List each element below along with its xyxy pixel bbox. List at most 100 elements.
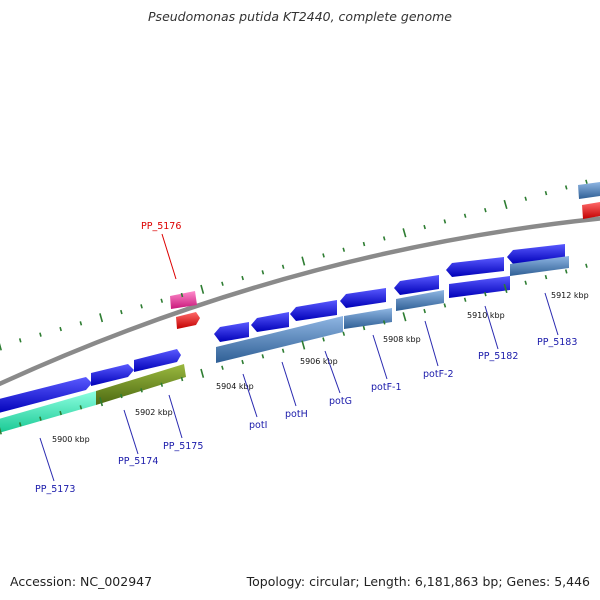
inner-scale-tick (18, 422, 22, 427)
inner-scale-tick (221, 365, 224, 370)
gene-label-potH: potH (285, 409, 308, 420)
outer-scale-tick (484, 207, 487, 213)
scale-label-5904: 5904 kbp (216, 382, 254, 391)
outer-scale-tick (524, 196, 528, 201)
accession-text: Accession: NC_002947 (10, 574, 153, 589)
outer-scale-tick (200, 284, 205, 294)
inner-scale-tick (484, 291, 487, 297)
inner-scale-tick (261, 354, 265, 359)
gene-label-potG: potG (329, 396, 352, 407)
gene-offscreen-top-right (578, 182, 600, 219)
gene-PP_5173-upper (0, 377, 92, 413)
genome-summary-text: Topology: circular; Length: 6,181,863 bp… (246, 574, 590, 589)
gene-PP_5176-leader (161, 233, 177, 280)
scale-label-5906: 5906 kbp (300, 357, 338, 366)
scale-label-5900: 5900 kbp (52, 435, 90, 444)
outer-scale-tick (463, 213, 467, 218)
map-title: Pseudomonas putida KT2440, complete geno… (148, 9, 452, 24)
scale-label-5910: 5910 kbp (467, 311, 505, 320)
outer-scale-tick (362, 241, 366, 247)
genome-backbone (0, 216, 600, 387)
inner-scale-tick (79, 405, 83, 410)
outer-scale-tick (0, 343, 2, 351)
outer-scale-tick (382, 236, 386, 241)
outer-scale-tick (221, 281, 224, 286)
outer-scale-tick (261, 270, 265, 275)
inner-scale-tick (402, 312, 407, 322)
inner-scale-tick (99, 397, 104, 407)
inner-scale-tick (59, 410, 62, 416)
inner-scale-tick (524, 280, 528, 285)
inner-scale-tick (200, 368, 205, 378)
gene-PP_5175-upper (134, 349, 181, 372)
gene-PP_5174-upper (91, 364, 134, 386)
gene-potF-1 (340, 288, 386, 308)
inner-scale-tick (281, 348, 285, 353)
inner-scale-tick (585, 263, 588, 268)
outer-scale-tick (79, 321, 83, 326)
outer-scale-tick (322, 253, 325, 258)
gene-label-PP_5173: PP_5173 (35, 484, 75, 495)
gene-PP_5176 (170, 291, 200, 329)
gene-PP_5182 (446, 257, 504, 277)
outer-scale-tick (59, 326, 62, 332)
gene-label-PP_5183: PP_5183 (537, 337, 577, 348)
inner-scale-tick (503, 283, 508, 294)
gene-potH (251, 312, 289, 332)
gene-pot-operon-lower (216, 256, 569, 363)
gene-PP_5174-lower (96, 364, 186, 405)
gene-potF-2 (394, 275, 439, 295)
inner-scale-tick (564, 269, 568, 274)
outer-scale-tick (39, 332, 42, 337)
outer-scale-tick (18, 338, 22, 343)
gene-PP_5182-lower (449, 276, 510, 298)
inner-scale-tick (301, 340, 306, 350)
gene-potG (290, 300, 337, 321)
gene-label-PP_5175: PP_5175 (163, 441, 203, 452)
inner-scale-tick (180, 376, 184, 382)
scale-label-5902: 5902 kbp (135, 408, 173, 417)
outer-scale-tick (140, 304, 143, 309)
outer-scale-tick (120, 309, 123, 315)
outer-scale-tick (564, 185, 568, 190)
inner-scale-tick (322, 337, 325, 342)
outer-scale-tick (342, 247, 346, 252)
scale-ticks (0, 179, 588, 435)
outer-scale-tick (241, 275, 244, 281)
inner-scale-tick (0, 427, 2, 435)
outer-scale-tick (544, 191, 548, 196)
outer-scale-tick (160, 298, 164, 303)
inner-scale-tick (362, 325, 366, 331)
gene-labels: PP_5173 PP_5174 PP_5175 potI potH potG p… (35, 337, 577, 495)
gene-label-PP_5176: PP_5176 (141, 221, 181, 232)
inner-scale-tick (382, 320, 386, 325)
inner-scale-tick (120, 393, 123, 399)
outer-scale-tick (281, 264, 285, 269)
inner-scale-tick (443, 303, 447, 308)
gene-potI (214, 322, 249, 342)
gene-label-potF-2: potF-2 (423, 369, 454, 380)
inner-scale-tick (423, 308, 426, 314)
gene-PP_5173-lower (0, 391, 96, 433)
inner-scale-tick (39, 416, 42, 421)
outer-scale-tick (585, 179, 588, 184)
inner-scale-tick (140, 388, 143, 393)
inner-scale-tick (241, 359, 244, 365)
outer-scale-tick (443, 219, 447, 224)
gene-label-potF-1: potF-1 (371, 382, 402, 393)
inner-scale-tick (342, 331, 346, 336)
gene-label-PP_5174: PP_5174 (118, 456, 158, 467)
gene-label-PP_5182: PP_5182 (478, 351, 518, 362)
outer-scale-tick (423, 224, 426, 230)
inner-scale-tick (463, 297, 467, 302)
outer-scale-tick (99, 313, 104, 323)
inner-scale-tick (160, 382, 164, 387)
outer-scale-tick (301, 256, 306, 266)
gene-label-leaders (39, 292, 559, 482)
outer-scale-tick (503, 199, 508, 210)
scale-label-5912: 5912 kbp (551, 291, 589, 300)
outer-scale-tick (180, 292, 184, 298)
gene-label-potI: potI (249, 420, 267, 431)
